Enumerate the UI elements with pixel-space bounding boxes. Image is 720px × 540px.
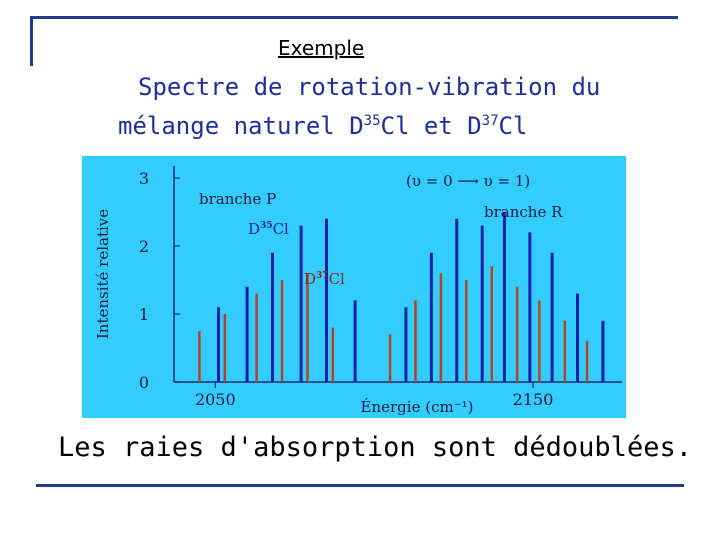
title-isotope-35: 35	[363, 113, 381, 129]
slide-title: Spectre de rotation-vibration du mélange…	[118, 70, 638, 143]
x-tick-label: 2150	[513, 390, 554, 409]
spectral-lines	[198, 212, 605, 382]
title-line-2: mélange naturel D35Cl et D37Cl	[118, 112, 527, 140]
d37cl-label-elem: Cl	[329, 270, 345, 288]
bottom-rule-line	[36, 484, 684, 487]
branch-r-label: branche R	[484, 203, 563, 221]
branch-p-label: branche P	[199, 190, 276, 208]
frame-top-line	[30, 16, 678, 19]
y-axis-label: Intensité relative	[94, 209, 112, 339]
y-tick-label: 2	[139, 237, 149, 256]
transition-annotation: (υ = 0 ⟶ υ = 1)	[406, 172, 530, 190]
d37cl-label-base: D	[304, 270, 316, 288]
title-line-1: Spectre de rotation-vibration du	[138, 73, 601, 101]
d35cl-label-iso: 35	[260, 221, 273, 231]
title-isotope-37: 37	[481, 113, 499, 129]
d35cl-label-base: D	[248, 220, 260, 238]
slide-subtitle: Exemple	[278, 36, 365, 60]
y-tick-label: 0	[139, 373, 149, 392]
y-tick-label: 1	[139, 305, 149, 324]
title-line-2-prefix: mélange naturel D	[118, 112, 364, 140]
title-line-2-mid: Cl et D	[380, 112, 482, 140]
d35cl-label: D35Cl	[248, 220, 289, 238]
spectrum-chart: 0 1 2 3 2050 2150 Intensité relative Énergie …	[82, 156, 626, 418]
d35cl-label-elem: Cl	[273, 220, 289, 238]
d37cl-label: D37Cl	[304, 270, 345, 288]
y-tick-label: 3	[139, 169, 149, 188]
title-line-2-suffix: Cl	[498, 112, 528, 140]
x-axis-label: Énergie (cm⁻¹)	[361, 398, 474, 416]
x-tick-label: 2050	[195, 390, 236, 409]
axis-ticks: 0 1 2 3 2050 2150	[139, 169, 553, 409]
d37cl-label-iso: 37	[316, 271, 329, 281]
slide-caption: Les raies d'absorption sont dédoublées.	[58, 432, 692, 463]
frame-left-line	[30, 16, 33, 66]
